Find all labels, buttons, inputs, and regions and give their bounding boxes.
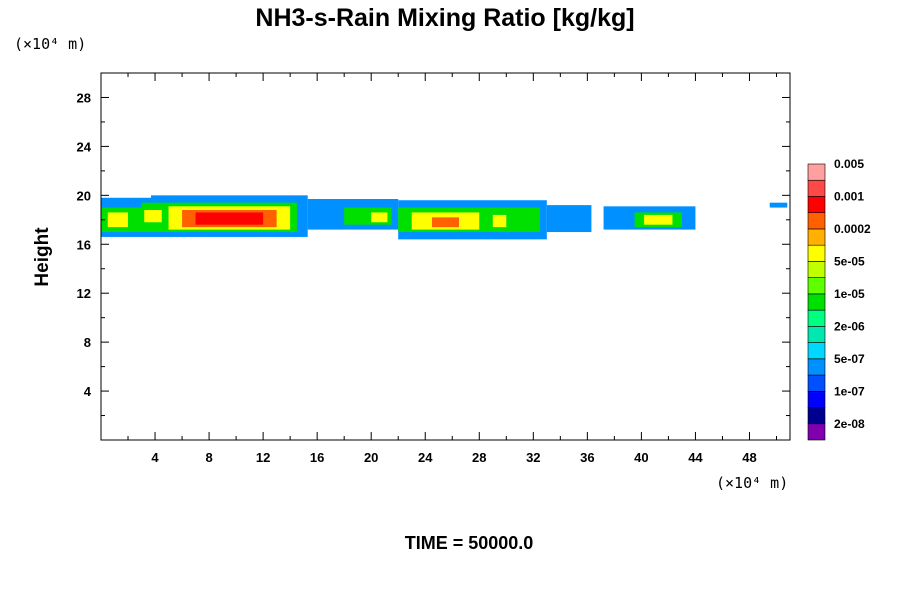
colorbar-label: 0.005	[834, 157, 864, 171]
colorbar-swatch	[807, 309, 826, 327]
colorbar-swatch	[807, 212, 826, 230]
time-footer: TIME = 50000.0	[405, 533, 534, 553]
y-tick-label: 24	[77, 139, 92, 154]
y-unit-label: (×10⁴ m)	[14, 35, 86, 53]
colorbar-swatch	[807, 358, 826, 376]
heatmap-field	[101, 195, 788, 240]
chart-title: NH3-s-Rain Mixing Ratio [kg/kg]	[255, 4, 634, 32]
x-tick-label: 8	[205, 450, 212, 465]
colorbar-label: 2e-06	[834, 319, 865, 333]
colorbar-label: 5e-07	[834, 352, 865, 366]
heatmap-cell-12	[144, 210, 162, 223]
axis-ticks	[101, 73, 790, 440]
heatmap-cell-16	[492, 214, 507, 228]
x-tick-label: 16	[310, 450, 324, 465]
x-tick-label: 12	[256, 450, 270, 465]
x-tick-label: 32	[526, 450, 540, 465]
colorbar-label: 0.0002	[834, 222, 871, 236]
colorbar-swatch	[807, 261, 826, 278]
heatmap-cell-21	[769, 202, 788, 208]
y-tick-label: 16	[77, 237, 91, 252]
x-tick-label: 44	[688, 450, 703, 465]
x-tick-label: 40	[634, 450, 648, 465]
colorbar-label: 1e-05	[834, 287, 865, 301]
y-tick-label: 4	[84, 384, 92, 399]
x-unit-label: (×10⁴ m)	[716, 474, 788, 492]
colorbar-swatch	[807, 244, 826, 262]
colorbar-swatch	[807, 277, 826, 295]
heatmap-cell-20	[195, 212, 264, 225]
colorbar-swatch	[807, 196, 826, 214]
x-tick-label: 36	[580, 450, 594, 465]
colorbar-swatch	[807, 228, 826, 246]
colorbar-swatch	[807, 326, 826, 343]
colorbar-swatch	[807, 423, 826, 441]
colorbar-swatch	[807, 163, 826, 181]
y-tick-labels: 4 8 12 16 20 24 28	[77, 90, 92, 399]
y-axis-label: Height	[32, 227, 53, 287]
x-tick-label: 20	[364, 450, 378, 465]
heatmap-cell-4	[546, 205, 592, 233]
colorbar-swatch	[807, 293, 826, 311]
heatmap-cell-17	[644, 214, 673, 225]
colorbar-label: 2e-08	[834, 417, 865, 431]
colorbar	[807, 163, 826, 441]
x-tick-label: 48	[742, 450, 756, 465]
x-tick-labels: 4 8 12 16 20 24 28 32 36 40 44 48	[151, 450, 756, 465]
y-tick-label: 8	[84, 335, 91, 350]
colorbar-label: 5e-05	[834, 254, 865, 268]
x-tick-label: 28	[472, 450, 486, 465]
heatmap-cell-19	[431, 217, 460, 228]
colorbar-swatch	[807, 179, 826, 197]
colorbar-swatch	[807, 407, 826, 425]
heatmap-cell-11	[107, 212, 129, 228]
y-tick-label: 20	[77, 188, 91, 203]
colorbar-label: 0.001	[834, 189, 864, 203]
colorbar-label: 1e-07	[834, 384, 865, 398]
y-tick-label: 28	[77, 90, 91, 105]
x-tick-label: 4	[151, 450, 159, 465]
colorbar-swatch	[807, 390, 826, 408]
x-tick-label: 24	[418, 450, 433, 465]
y-tick-label: 12	[77, 286, 91, 301]
colorbar-swatch	[807, 374, 826, 392]
heatmap-cell-14	[371, 212, 388, 223]
colorbar-swatch	[807, 342, 826, 360]
colorbar-labels: 2e-08 1e-07 5e-07 2e-06 1e-05 5e-05 0.0002 0.00…	[834, 157, 871, 431]
plot-frame	[100, 72, 791, 441]
